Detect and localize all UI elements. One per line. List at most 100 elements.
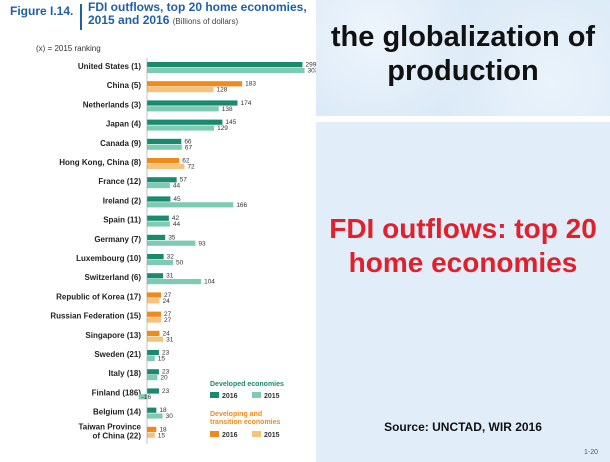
category-label: of China (22)	[93, 431, 142, 440]
bar-2015	[147, 163, 185, 169]
figure-title: FDI outflows, top 20 home economies, 201…	[88, 1, 307, 28]
title-band: the globalization of production	[316, 0, 610, 116]
category-label: Netherlands (3)	[83, 100, 142, 109]
bar-2016	[147, 62, 303, 68]
legend-swatch-developing-2016	[210, 431, 219, 437]
value-label-2015: 166	[236, 202, 247, 209]
value-label-2016: 174	[240, 100, 251, 107]
legend-label-2016: 2016	[222, 432, 238, 439]
category-label: Russian Federation (15)	[50, 312, 141, 321]
figure-title-line2: 2015 and 2016	[88, 13, 170, 27]
value-label-2016: 299	[305, 62, 316, 69]
category-label: Finland (186)	[92, 388, 142, 397]
value-label-2016: 23	[162, 388, 170, 395]
value-label-2015: 24	[162, 298, 170, 305]
chart-panel: Figure I.14. FDI outflows, top 20 home e…	[10, 0, 316, 444]
bar-2015	[147, 183, 170, 189]
value-label-2016: 23	[162, 369, 170, 376]
value-label-2015: 15	[158, 356, 166, 363]
bar-2016	[147, 196, 171, 202]
value-label-2015: 44	[173, 183, 181, 190]
bar-2016	[147, 350, 159, 356]
legend-swatch-developed-2015	[252, 392, 261, 398]
bar-2015	[147, 240, 196, 246]
category-label: Germany (7)	[94, 235, 141, 244]
value-label-2016: 27	[164, 292, 172, 299]
bar-2015	[147, 336, 164, 342]
value-label-2016: 35	[168, 234, 176, 241]
bar-2016	[147, 215, 169, 221]
value-label-2015: 67	[185, 144, 193, 151]
source-note: Source: UNCTAD, WIR 2016	[384, 420, 542, 434]
value-label-2016: 24	[162, 330, 170, 337]
fdi-bar-chart: United States (1) 299303 China (5) 183 128 Ne…	[50, 58, 316, 444]
bar-2016	[147, 273, 164, 279]
value-label-2016: 62	[182, 158, 190, 165]
bar-2015	[147, 259, 173, 265]
bar-2016	[147, 119, 223, 125]
bar-2016	[147, 388, 159, 394]
bar-2016	[147, 369, 159, 375]
value-label-2015: 138	[222, 106, 233, 113]
value-label-2015: 15	[158, 432, 166, 439]
bar-2016	[147, 177, 177, 183]
value-label-2015: 93	[198, 240, 206, 247]
figure-units: (Billions of dollars)	[172, 17, 239, 26]
legend-label-2016: 2016	[222, 393, 238, 400]
legend-label-2015: 2015	[264, 432, 280, 439]
bar-2016	[147, 234, 166, 240]
value-label-2015: 104	[204, 279, 215, 286]
bar-2016	[147, 311, 162, 317]
bar-2015	[147, 221, 170, 227]
figure-label: Figure I.14.	[10, 4, 74, 18]
value-label-2016: 145	[225, 119, 236, 126]
value-label-2015: 72	[187, 164, 195, 171]
figure-title-line1: FDI outflows, top 20 home economies,	[88, 0, 307, 14]
page-number: 1-20	[583, 449, 598, 456]
bar-2015	[147, 375, 158, 381]
value-label-2016: 45	[173, 196, 181, 203]
value-label-2016: 18	[159, 426, 167, 433]
value-label-2015: 30	[166, 413, 174, 420]
value-label-2015: 303	[308, 68, 316, 75]
bar-2016	[147, 292, 162, 298]
value-label-2015: 129	[217, 125, 228, 132]
category-label: United States (1)	[78, 62, 141, 71]
bar-2015	[147, 125, 215, 131]
value-label-2016: 27	[164, 311, 172, 318]
category-label: Italy (18)	[109, 369, 142, 378]
bar-2015	[147, 317, 162, 323]
value-label-2016: 57	[180, 177, 188, 184]
category-label: Taiwan Province	[78, 422, 141, 431]
value-label-2015: 50	[176, 260, 184, 267]
value-label-2015: 44	[173, 221, 181, 228]
ranking-note: (x) = 2015 ranking	[36, 44, 101, 53]
legend-developing-title: Developing and	[210, 411, 262, 418]
value-label-2015: 31	[166, 336, 174, 343]
bar-2015	[147, 87, 214, 93]
slide-heading: FDI outflows: top 20 home economies	[329, 213, 597, 278]
bar-2015	[147, 67, 305, 73]
value-label-2016: 32	[167, 254, 175, 261]
category-label: France (12)	[98, 177, 141, 186]
bar-2015	[147, 413, 163, 419]
bar-2015	[147, 106, 219, 112]
value-label-2016: 42	[172, 215, 180, 222]
category-label: Belgium (14)	[93, 408, 141, 417]
figure-title-divider	[80, 4, 82, 30]
value-label-2015: -16	[142, 394, 152, 401]
category-label: Hong Kong, China (8)	[59, 158, 141, 167]
category-label: Switzerland (6)	[85, 273, 142, 282]
value-label-2015: 20	[160, 375, 168, 382]
bar-2016	[147, 138, 182, 144]
slide-title: the globalization of production	[330, 21, 596, 87]
value-label-2016: 183	[245, 81, 256, 88]
bar-2015	[147, 279, 202, 285]
bar-2015	[147, 144, 182, 150]
bar-2016	[147, 330, 160, 336]
value-label-2016: 66	[184, 138, 192, 145]
bar-2016	[147, 81, 243, 87]
content-band: FDI outflows: top 20 home economies Sour…	[316, 122, 610, 462]
value-label-2015: 128	[217, 87, 228, 94]
bar-2015	[147, 355, 155, 361]
